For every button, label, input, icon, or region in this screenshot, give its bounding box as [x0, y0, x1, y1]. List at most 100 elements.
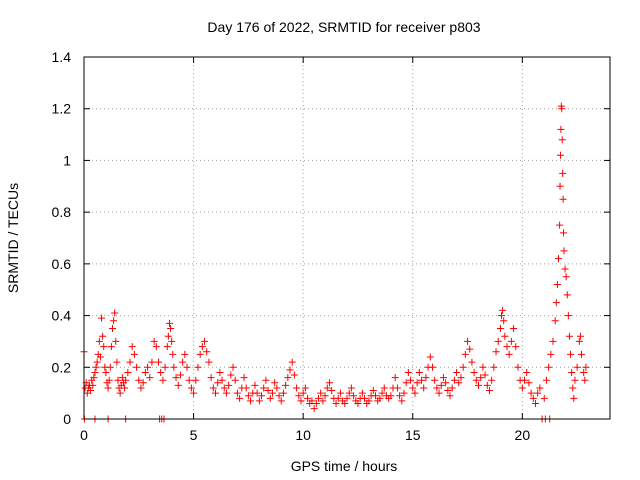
data-point — [323, 384, 331, 392]
data-point — [216, 368, 224, 376]
data-point — [212, 389, 219, 397]
data-point — [187, 384, 195, 392]
data-point — [435, 389, 443, 397]
data-point — [540, 394, 548, 402]
data-point — [510, 325, 518, 332]
data-point — [581, 376, 589, 384]
data-point — [481, 371, 489, 379]
data-point — [312, 399, 320, 407]
data-point — [396, 392, 404, 400]
plot-frame — [83, 56, 611, 420]
data-point — [496, 325, 504, 332]
data-point — [126, 358, 134, 366]
data-point — [488, 376, 496, 384]
data-point — [98, 314, 106, 322]
data-point — [262, 376, 270, 384]
data-point — [279, 389, 287, 397]
data-point — [444, 387, 452, 395]
data-point — [503, 343, 511, 351]
data-point — [466, 345, 474, 353]
data-point — [422, 374, 430, 382]
data-point — [310, 405, 318, 413]
data-point — [347, 384, 355, 392]
data-point — [308, 397, 316, 405]
data-point — [428, 363, 436, 371]
data-point — [402, 379, 410, 387]
data-point — [562, 273, 570, 281]
data-point — [170, 363, 178, 371]
data-point — [251, 381, 259, 389]
data-point — [551, 317, 559, 325]
data-point — [150, 337, 158, 345]
data-point — [556, 221, 564, 229]
data-point — [321, 392, 329, 400]
data-point — [472, 376, 480, 384]
data-point — [102, 368, 110, 376]
data-point — [559, 195, 567, 203]
data-point — [185, 376, 193, 384]
data-point — [124, 368, 132, 376]
data-point — [336, 389, 344, 397]
data-point — [159, 376, 167, 384]
chart-title: Day 176 of 2022, SRMTID for receiver p80… — [207, 19, 480, 35]
data-point — [459, 363, 467, 371]
data-point — [468, 358, 476, 366]
data-point — [391, 374, 399, 382]
data-point — [317, 389, 325, 397]
data-point — [258, 392, 266, 400]
data-point — [512, 343, 520, 351]
y-tick-label: 0.6 — [52, 256, 72, 272]
data-point — [418, 376, 426, 384]
data-point — [556, 182, 564, 190]
data-point — [174, 381, 182, 389]
data-point — [92, 363, 100, 371]
data-point — [220, 384, 228, 392]
data-point — [121, 384, 129, 392]
data-point — [144, 363, 152, 371]
data-point — [558, 136, 566, 144]
data-point — [240, 374, 248, 382]
data-point — [521, 376, 529, 384]
data-point — [273, 384, 281, 392]
data-point — [196, 350, 204, 358]
data-point — [345, 389, 353, 397]
data-point — [358, 389, 366, 397]
data-point — [494, 337, 502, 345]
data-point — [485, 387, 493, 395]
data-point — [198, 343, 206, 351]
data-point — [214, 379, 222, 387]
data-point — [169, 350, 177, 358]
data-point — [157, 368, 165, 376]
data-point — [222, 389, 230, 397]
data-point — [576, 332, 584, 340]
data-point — [141, 368, 149, 376]
data-point — [398, 397, 406, 405]
data-point — [411, 389, 419, 397]
y-tick-label: 1 — [63, 152, 71, 168]
data-point — [266, 394, 274, 402]
data-point — [116, 389, 124, 397]
data-point — [568, 368, 576, 376]
data-point — [255, 397, 263, 405]
x-tick-label: 0 — [80, 427, 88, 443]
data-point — [218, 376, 226, 384]
data-point — [483, 381, 491, 389]
data-point — [181, 350, 189, 358]
data-point — [570, 394, 578, 402]
data-point — [498, 312, 506, 320]
data-point — [575, 337, 583, 345]
data-point — [114, 376, 122, 384]
data-point — [91, 368, 99, 376]
data-point — [176, 371, 184, 379]
data-point — [545, 363, 553, 371]
data-point — [561, 265, 569, 273]
data-point — [299, 389, 307, 397]
data-point — [99, 332, 107, 340]
data-point — [420, 384, 428, 392]
data-point — [107, 343, 115, 351]
data-point — [301, 384, 309, 392]
data-point — [582, 363, 590, 371]
data-point — [376, 394, 384, 402]
data-point — [453, 368, 461, 376]
